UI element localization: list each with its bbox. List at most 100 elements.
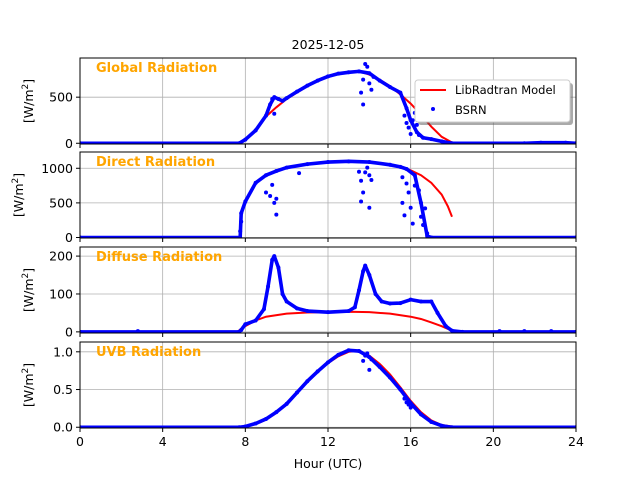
bsrn-point: [268, 193, 273, 198]
bsrn-point: [365, 165, 370, 170]
bsrn-point: [450, 328, 454, 333]
bsrn-point: [367, 205, 372, 210]
bsrn-point: [284, 96, 289, 101]
bsrn-point: [315, 369, 320, 374]
bsrn-point: [305, 309, 310, 314]
bsrn-point: [549, 329, 554, 333]
bsrn-trace: [80, 159, 576, 238]
bsrn-point: [237, 141, 242, 144]
bsrn-point: [359, 90, 364, 95]
bsrn-point: [280, 98, 285, 103]
bsrn-point: [264, 190, 268, 195]
chart-title: 2025-12-05: [292, 37, 365, 52]
bsrn-point: [410, 221, 415, 226]
bsrn-point: [388, 375, 392, 380]
bsrn-point: [361, 77, 366, 82]
bsrn-point: [388, 301, 392, 306]
y-axis-label: [W/m2]: [21, 268, 36, 312]
bsrn-point: [406, 190, 411, 195]
model-line: [236, 310, 457, 333]
bsrn-point: [315, 78, 320, 83]
panel-title: Direct Radiation: [96, 155, 215, 170]
bsrn-point: [361, 102, 366, 107]
superscript: 2: [21, 368, 31, 374]
y-axis-label: [W/m2]: [21, 363, 36, 407]
bsrn-point: [400, 200, 405, 205]
x-tick-label: 4: [159, 434, 167, 449]
bsrn-point: [497, 329, 502, 333]
bsrn-point: [410, 118, 415, 123]
panel-direct-radiation: 0 500 1000 [W/m2] Direct Radiation: [11, 151, 577, 245]
bsrn-point: [295, 89, 299, 94]
bsrn-point: [365, 64, 370, 69]
bsrn-point: [404, 166, 409, 171]
legend-bsrn-swatch: [431, 107, 435, 111]
bsrn-point: [367, 367, 372, 372]
bsrn-point: [305, 83, 310, 88]
bsrn-point: [239, 327, 244, 332]
bsrn-point: [253, 318, 258, 323]
bsrn-point: [429, 137, 434, 142]
bsrn-point: [388, 162, 392, 167]
bsrn-point: [284, 165, 289, 170]
bsrn-point: [538, 140, 543, 144]
bsrn-point: [435, 310, 440, 315]
bsrn-point: [238, 235, 243, 238]
bsrn-point: [326, 310, 330, 315]
bsrn-point: [404, 106, 409, 111]
bsrn-point: [326, 360, 330, 365]
bsrn-point: [135, 329, 140, 333]
bsrn-point: [419, 412, 423, 417]
bsrn-point: [272, 200, 277, 205]
y-tick-label: 0.0: [53, 420, 73, 435]
bsrn-point: [408, 405, 413, 410]
bsrn-point: [408, 132, 413, 137]
legend-box: [414, 79, 571, 123]
y-tick-label: 500: [49, 90, 73, 105]
y-tick-label: 200: [49, 249, 73, 264]
bsrn-point: [266, 284, 271, 289]
panel-title: UVB Radiation: [96, 345, 201, 360]
bsrn-point: [367, 81, 372, 86]
bsrn-point: [274, 169, 279, 174]
bsrn-point: [253, 421, 258, 426]
bsrn-point: [400, 175, 405, 180]
y-tick-label: 0: [65, 230, 73, 245]
bsrn-point: [373, 291, 378, 296]
bsrn-point: [326, 74, 330, 79]
bsrn-point: [359, 199, 364, 204]
bsrn-point: [253, 180, 258, 185]
bsrn-point: [412, 173, 417, 178]
bsrn-point: [367, 71, 372, 76]
bsrn-point: [357, 349, 361, 354]
bsrn-point: [357, 288, 361, 293]
bsrn-point: [280, 291, 285, 296]
bsrn-point: [367, 173, 372, 178]
bsrn-point: [274, 212, 279, 217]
bsrn-point: [402, 213, 407, 218]
bsrn-point: [264, 173, 268, 178]
bsrn-point: [522, 329, 527, 333]
bsrn-point: [421, 223, 426, 228]
bsrn-point: [276, 265, 281, 270]
bsrn-point: [270, 257, 275, 262]
bsrn-point: [239, 219, 244, 224]
bsrn-point: [352, 305, 357, 310]
panel-title: Global Radiation: [96, 61, 217, 76]
x-tick-label: 8: [241, 434, 249, 449]
bsrn-point: [377, 78, 382, 83]
panel-diffuse-radiation: 0 100 200 [W/m2] Diffuse Radiation: [21, 246, 577, 339]
bracket: ]: [11, 173, 26, 178]
bsrn-point: [336, 352, 341, 357]
y-tick-label: 500: [49, 195, 73, 210]
y-tick-label: 0: [65, 136, 73, 151]
x-tick-label: 0: [76, 434, 84, 449]
bsrn-point: [297, 171, 302, 176]
bsrn-point: [363, 263, 368, 268]
bsrn-point: [357, 69, 361, 74]
bracket: ]: [21, 363, 36, 368]
bsrn-point: [237, 425, 242, 428]
bsrn-point: [243, 199, 248, 204]
bsrn-point: [421, 135, 426, 140]
bsrn-point: [402, 396, 407, 401]
